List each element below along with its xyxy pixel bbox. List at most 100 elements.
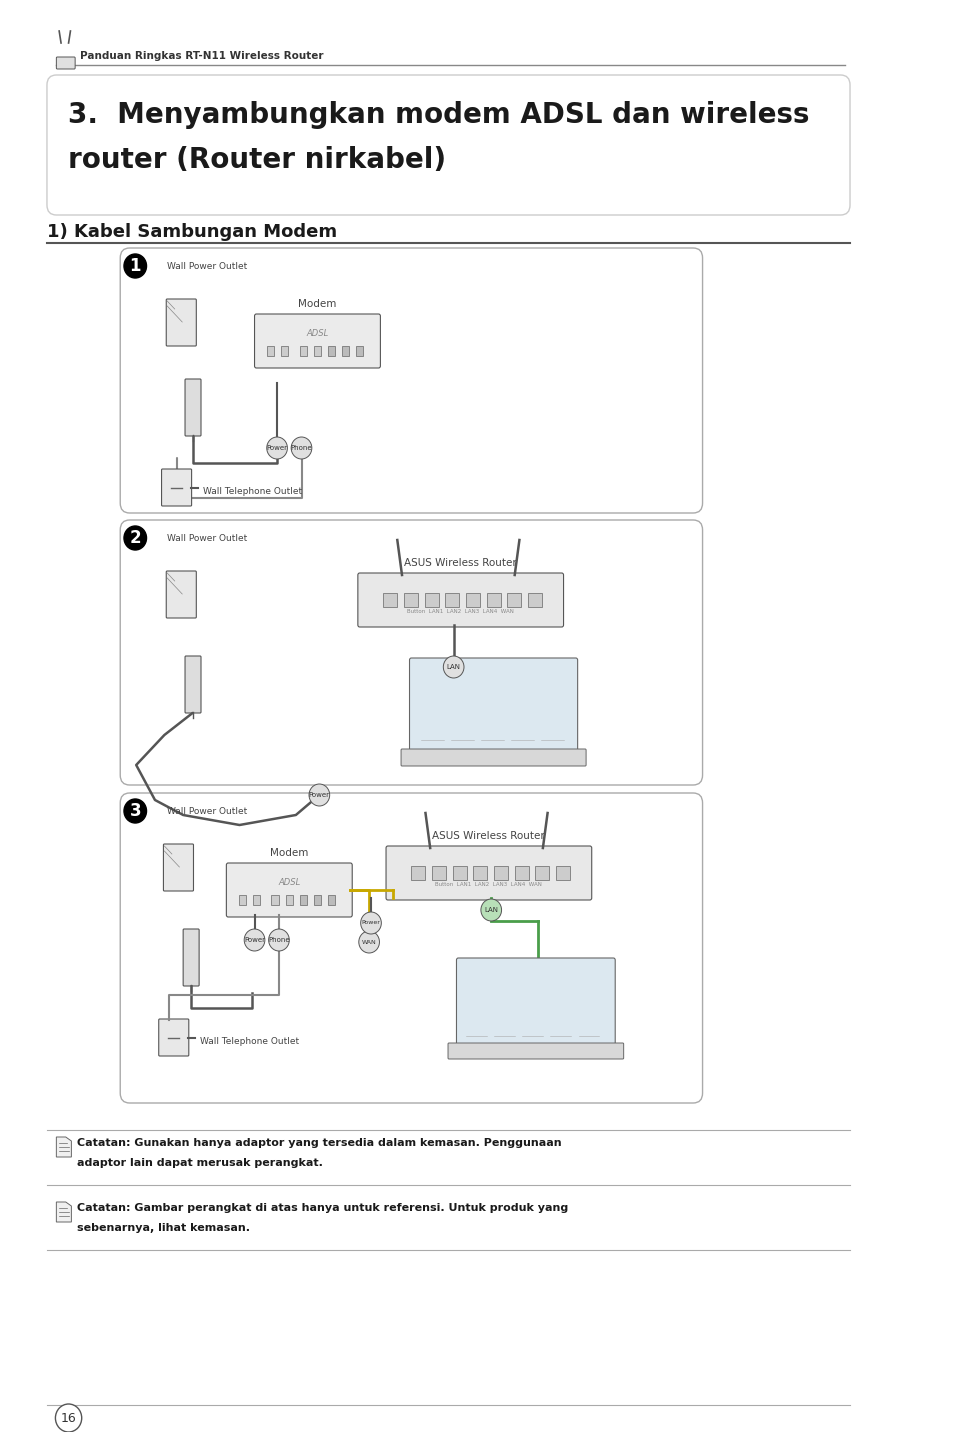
FancyBboxPatch shape bbox=[158, 1020, 189, 1055]
Bar bbox=[328, 347, 335, 357]
Bar bbox=[299, 895, 307, 905]
Text: Wall Power Outlet: Wall Power Outlet bbox=[167, 534, 247, 543]
Circle shape bbox=[269, 929, 289, 951]
FancyBboxPatch shape bbox=[185, 656, 201, 713]
Circle shape bbox=[309, 783, 330, 806]
Circle shape bbox=[124, 526, 147, 550]
Text: Phone: Phone bbox=[268, 937, 290, 944]
Circle shape bbox=[443, 656, 463, 677]
FancyBboxPatch shape bbox=[409, 657, 577, 758]
Text: Wall Telephone Outlet: Wall Telephone Outlet bbox=[200, 1037, 299, 1045]
Text: Wall Power Outlet: Wall Power Outlet bbox=[167, 262, 247, 271]
Text: 3: 3 bbox=[130, 802, 141, 821]
FancyBboxPatch shape bbox=[166, 571, 196, 619]
Text: 1: 1 bbox=[130, 256, 141, 275]
Text: Panduan Ringkas RT-N11 Wireless Router: Panduan Ringkas RT-N11 Wireless Router bbox=[80, 52, 323, 62]
Text: router (Router nirkabel): router (Router nirkabel) bbox=[68, 146, 445, 175]
Circle shape bbox=[55, 1403, 82, 1432]
Bar bbox=[314, 895, 321, 905]
Text: Power: Power bbox=[266, 445, 287, 451]
Text: Power: Power bbox=[309, 792, 330, 798]
Text: LAN: LAN bbox=[446, 664, 460, 670]
Bar bbox=[507, 593, 520, 607]
Bar bbox=[445, 593, 458, 607]
FancyBboxPatch shape bbox=[400, 749, 585, 766]
Text: LAN: LAN bbox=[484, 906, 497, 914]
Text: ASUS Wireless Router: ASUS Wireless Router bbox=[403, 558, 517, 569]
Text: 16: 16 bbox=[61, 1412, 76, 1425]
Text: Power: Power bbox=[244, 937, 265, 944]
Circle shape bbox=[267, 437, 287, 460]
FancyBboxPatch shape bbox=[456, 958, 615, 1053]
Text: 1) Kabel Sambungan Modem: 1) Kabel Sambungan Modem bbox=[47, 223, 336, 241]
Text: Modem: Modem bbox=[298, 299, 336, 309]
FancyBboxPatch shape bbox=[163, 843, 193, 891]
Circle shape bbox=[124, 799, 147, 823]
Bar bbox=[280, 347, 288, 357]
Bar bbox=[355, 347, 363, 357]
Circle shape bbox=[244, 929, 265, 951]
Bar bbox=[383, 593, 396, 607]
Text: Wall Telephone Outlet: Wall Telephone Outlet bbox=[203, 487, 302, 495]
FancyBboxPatch shape bbox=[120, 248, 701, 513]
Bar bbox=[486, 593, 500, 607]
FancyBboxPatch shape bbox=[254, 314, 380, 368]
Text: ADSL: ADSL bbox=[278, 878, 300, 886]
Bar bbox=[535, 866, 549, 881]
Circle shape bbox=[480, 899, 501, 921]
Bar bbox=[411, 866, 425, 881]
Bar bbox=[453, 866, 466, 881]
Text: 3.  Menyambungkan modem ADSL dan wireless: 3. Menyambungkan modem ADSL dan wireless bbox=[68, 102, 808, 129]
FancyBboxPatch shape bbox=[166, 299, 196, 347]
Bar bbox=[285, 895, 293, 905]
FancyBboxPatch shape bbox=[120, 520, 701, 785]
Text: Button  LAN1  LAN2  LAN3  LAN4  WAN: Button LAN1 LAN2 LAN3 LAN4 WAN bbox=[435, 882, 541, 886]
Text: Button  LAN1  LAN2  LAN3  LAN4  WAN: Button LAN1 LAN2 LAN3 LAN4 WAN bbox=[406, 609, 513, 613]
Bar bbox=[556, 866, 570, 881]
Text: Wall Power Outlet: Wall Power Outlet bbox=[167, 806, 247, 815]
Text: Catatan: Gunakan hanya adaptor yang tersedia dalam kemasan. Penggunaan: Catatan: Gunakan hanya adaptor yang ters… bbox=[77, 1138, 561, 1148]
Bar bbox=[424, 593, 438, 607]
Polygon shape bbox=[56, 1137, 71, 1157]
Bar bbox=[473, 866, 487, 881]
FancyBboxPatch shape bbox=[161, 470, 192, 505]
Bar bbox=[432, 866, 446, 881]
Polygon shape bbox=[56, 1201, 71, 1221]
Bar bbox=[494, 866, 508, 881]
Bar bbox=[515, 866, 528, 881]
FancyBboxPatch shape bbox=[448, 1042, 623, 1060]
Text: Modem: Modem bbox=[270, 848, 308, 858]
Bar bbox=[527, 593, 541, 607]
Bar bbox=[299, 347, 307, 357]
FancyBboxPatch shape bbox=[357, 573, 563, 627]
Text: ADSL: ADSL bbox=[306, 329, 328, 338]
Text: ASUS Wireless Router: ASUS Wireless Router bbox=[432, 831, 544, 841]
Bar bbox=[465, 593, 479, 607]
FancyBboxPatch shape bbox=[56, 57, 75, 69]
Bar bbox=[253, 895, 260, 905]
Text: adaptor lain dapat merusak perangkat.: adaptor lain dapat merusak perangkat. bbox=[77, 1158, 322, 1169]
Circle shape bbox=[360, 912, 381, 934]
Text: 2: 2 bbox=[130, 528, 141, 547]
FancyBboxPatch shape bbox=[386, 846, 591, 899]
Text: Catatan: Gambar perangkat di atas hanya untuk referensi. Untuk produk yang: Catatan: Gambar perangkat di atas hanya … bbox=[77, 1203, 568, 1213]
Bar bbox=[272, 895, 278, 905]
FancyBboxPatch shape bbox=[226, 863, 352, 916]
Circle shape bbox=[291, 437, 312, 460]
Bar bbox=[238, 895, 246, 905]
FancyBboxPatch shape bbox=[183, 929, 199, 987]
Bar bbox=[328, 895, 335, 905]
Circle shape bbox=[358, 931, 379, 954]
Bar bbox=[267, 347, 274, 357]
FancyBboxPatch shape bbox=[120, 793, 701, 1103]
Bar bbox=[314, 347, 321, 357]
FancyBboxPatch shape bbox=[185, 379, 201, 435]
Bar bbox=[341, 347, 349, 357]
Text: Power: Power bbox=[361, 921, 380, 925]
FancyBboxPatch shape bbox=[47, 74, 849, 215]
Bar bbox=[403, 593, 417, 607]
Text: Phone: Phone bbox=[291, 445, 312, 451]
Circle shape bbox=[124, 253, 147, 278]
Text: WAN: WAN bbox=[361, 939, 376, 945]
Text: sebenarnya, lihat kemasan.: sebenarnya, lihat kemasan. bbox=[77, 1223, 250, 1233]
